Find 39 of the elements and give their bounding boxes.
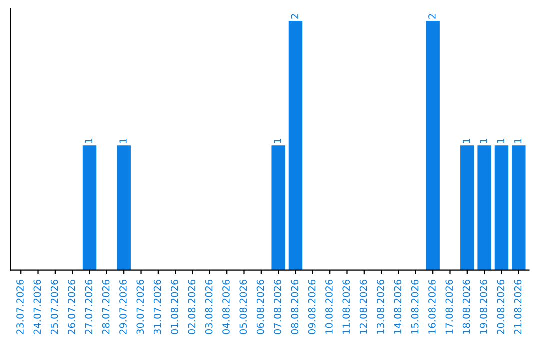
x-tick-label: 13.08.2026 — [377, 280, 384, 334]
x-tick-label: 12.08.2026 — [360, 280, 368, 334]
data-label: 1 — [514, 138, 522, 144]
x-tick-label: 07.08.2026 — [274, 280, 282, 334]
x-tick-label: 02.08.2026 — [188, 280, 196, 334]
x-tick-label: 28.07.2026 — [102, 280, 110, 334]
x-tick-label: 23.07.2026 — [16, 280, 24, 334]
data-label: 2 — [291, 14, 298, 19]
x-tick-label: 29.07.2026 — [120, 280, 127, 334]
data-label: 1 — [274, 138, 282, 144]
x-tick-label: 25.07.2026 — [50, 280, 58, 334]
x-tick-label: 15.08.2026 — [411, 280, 419, 334]
x-tick-label: 09.08.2026 — [308, 280, 316, 334]
x-tick-label: 19.08.2026 — [480, 280, 488, 334]
data-label: 1 — [85, 138, 92, 144]
x-tick-label: 08.08.2026 — [291, 280, 299, 334]
x-tick-label: 06.08.2026 — [256, 280, 264, 334]
x-tick-label: 16.08.2026 — [428, 280, 436, 334]
x-tick-label: 27.07.2026 — [85, 280, 93, 334]
x-tick-label: 18.08.2026 — [462, 280, 470, 334]
data-label: 1 — [463, 138, 470, 144]
x-tick-label: 04.08.2026 — [222, 280, 230, 334]
data-label: 1 — [480, 138, 488, 144]
data-label: 1 — [120, 138, 127, 144]
x-tick-label: 10.08.2026 — [326, 280, 333, 334]
x-tick-label: 30.07.2026 — [136, 280, 144, 334]
data-label: 1 — [497, 138, 504, 144]
x-tick-label: 21.08.2026 — [514, 280, 522, 334]
x-tick-label: 01.08.2026 — [171, 280, 178, 334]
x-tick-label: 20.08.2026 — [497, 280, 505, 334]
data-label: 2 — [428, 14, 436, 19]
x-tick-label: 14.08.2026 — [394, 280, 402, 334]
x-tick-label: 03.08.2026 — [205, 280, 213, 334]
x-tick-label: 05.08.2026 — [240, 280, 248, 334]
x-tick-label: 17.08.2026 — [446, 280, 454, 334]
x-tick-label: 26.07.2026 — [68, 280, 76, 334]
x-tick-label: 31.07.2026 — [154, 280, 162, 334]
x-tick-label: 11.08.2026 — [342, 280, 350, 334]
x-tick-label: 24.07.2026 — [34, 280, 42, 334]
